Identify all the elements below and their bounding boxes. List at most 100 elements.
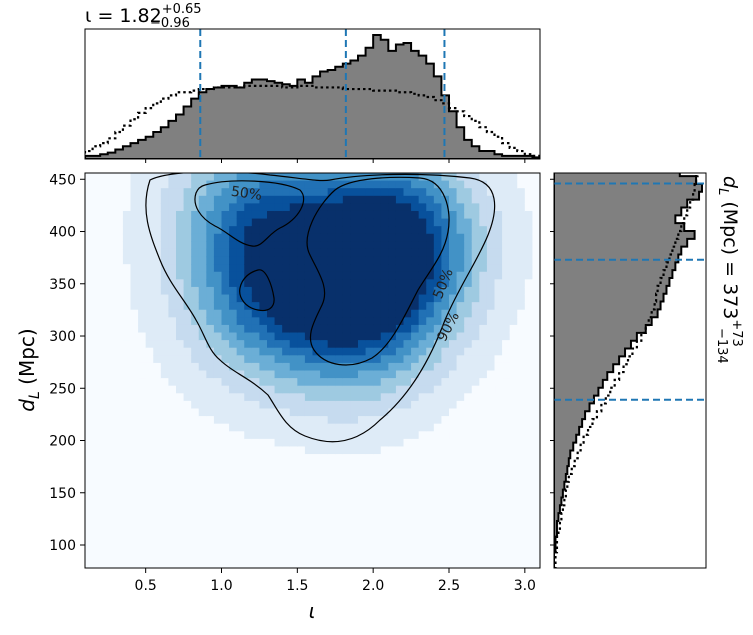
heatmap-cell	[191, 218, 200, 227]
heatmap-cell	[494, 241, 503, 250]
heatmap-cell	[464, 195, 473, 204]
heatmap-cell	[289, 454, 298, 463]
heatmap-cell	[176, 210, 185, 220]
heatmap-cell	[304, 362, 314, 372]
heatmap-cell	[312, 195, 321, 204]
heatmap-cell	[115, 271, 124, 280]
heatmap-cell	[183, 294, 192, 303]
heatmap-cell	[145, 264, 154, 273]
heatmap-cell	[358, 461, 367, 470]
heatmap-cell	[176, 370, 185, 379]
heatmap-cell	[297, 294, 306, 303]
heatmap-cell	[380, 355, 389, 364]
heatmap-cell	[282, 218, 291, 227]
heatmap-cell	[122, 173, 132, 182]
heatmap-cell	[517, 309, 526, 318]
heatmap-cell	[236, 317, 245, 326]
heatmap-cell	[221, 271, 230, 280]
heatmap-cell	[282, 226, 291, 235]
heatmap-cell	[244, 309, 253, 318]
heatmap-cell	[221, 188, 230, 197]
heatmap-cell	[426, 408, 435, 417]
heatmap-cell	[153, 188, 162, 197]
heatmap-cell	[456, 264, 465, 273]
heatmap-cell	[251, 195, 261, 204]
heatmap-cell	[304, 400, 314, 410]
heatmap-cell	[471, 294, 480, 303]
heatmap-cell	[509, 195, 518, 204]
heatmap-cell	[441, 203, 450, 212]
heatmap-cell	[138, 370, 147, 379]
heatmap-cell	[418, 416, 427, 425]
heatmap-cell	[206, 317, 215, 326]
heatmap-cell	[198, 423, 207, 432]
heatmap-cell	[274, 294, 283, 303]
heatmap-cell	[471, 241, 480, 250]
heatmap-cell	[502, 370, 511, 379]
heatmap-cell	[426, 218, 435, 227]
heatmap-cell	[244, 248, 253, 258]
heatmap-cell	[524, 248, 534, 258]
heatmap-cell	[335, 423, 344, 432]
heatmap-cell	[244, 438, 253, 448]
heatmap-cell	[449, 324, 458, 334]
heatmap-cell	[176, 241, 185, 250]
heatmap-cell	[373, 446, 382, 455]
heatmap-cell	[229, 279, 238, 288]
heatmap-cell	[259, 203, 268, 212]
heatmap-cell	[388, 264, 397, 273]
heatmap-cell	[358, 302, 367, 311]
heatmap-cell	[259, 340, 268, 349]
heatmap-cell	[138, 210, 147, 220]
heatmap-cell	[456, 279, 465, 288]
heatmap-cell	[524, 203, 534, 212]
heatmap-cell	[456, 423, 465, 432]
heatmap-cell	[441, 279, 450, 288]
heatmap-cell	[502, 218, 511, 227]
heatmap-cell	[236, 241, 245, 250]
heatmap-cell	[479, 302, 488, 311]
heatmap-cell	[122, 226, 132, 235]
heatmap-cell	[403, 408, 412, 417]
heatmap-cell	[388, 302, 397, 311]
heatmap-cell	[191, 302, 200, 311]
heatmap-cell	[471, 317, 480, 326]
heatmap-cell	[350, 271, 359, 280]
heatmap-cell	[471, 408, 480, 417]
heatmap-cell	[335, 393, 344, 402]
heatmap-cell	[365, 271, 374, 280]
heatmap-cell	[282, 332, 291, 341]
heatmap-cell	[327, 446, 336, 455]
heatmap-cell	[312, 241, 321, 250]
heatmap-cell	[418, 210, 427, 220]
heatmap-cell	[433, 286, 443, 296]
heatmap-cell	[289, 355, 298, 364]
heatmap-cell	[509, 309, 518, 318]
heatmap-cell	[388, 294, 397, 303]
heatmap-cell	[380, 378, 389, 387]
heatmap-cell	[433, 393, 443, 402]
heatmap-cell	[130, 210, 139, 220]
heatmap-cell	[327, 416, 336, 425]
heatmap-cell	[471, 279, 480, 288]
heatmap-cell	[191, 309, 200, 318]
heatmap-cell	[236, 302, 245, 311]
heatmap-cell	[388, 454, 397, 463]
heatmap-cell	[433, 256, 443, 265]
heatmap-cell	[464, 256, 473, 265]
heatmap-cell	[282, 438, 291, 448]
heatmap-cell	[115, 233, 124, 242]
heatmap-cell	[168, 400, 177, 410]
heatmap-cell	[532, 180, 540, 189]
heatmap-cell	[479, 173, 488, 182]
right-marginal-frame	[553, 172, 707, 569]
heatmap-cell	[456, 370, 465, 379]
heatmap-cell	[168, 317, 177, 326]
heatmap-cell	[236, 226, 245, 235]
heatmap-cell	[388, 180, 397, 189]
heatmap-cell	[297, 378, 306, 387]
heatmap-cell	[426, 256, 435, 265]
heatmap-cell	[418, 271, 427, 280]
heatmap-cell	[183, 355, 192, 364]
heatmap-cell	[358, 241, 367, 250]
